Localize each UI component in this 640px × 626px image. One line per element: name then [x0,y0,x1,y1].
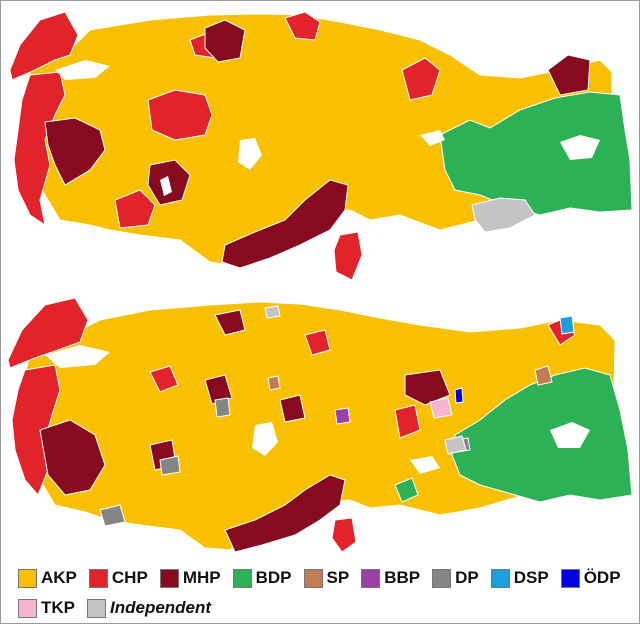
odp-region-east [454,387,464,404]
dp-region-southwest [99,504,126,527]
legend-label: Independent [110,598,212,617]
legend-label: DP [455,568,479,587]
chp-regions [7,297,576,553]
bdp-regions [394,367,633,503]
mhp-region-north-a [214,309,246,336]
chp-region-aegean-coast [13,71,66,227]
dp-region-west [159,455,181,476]
bdp-region-southeast [451,367,633,503]
chp-region-south-a [331,517,357,553]
chp-region-north-a [304,329,331,356]
mhp-region-northeast [547,54,591,96]
akp-region-main [19,301,616,551]
legend-item-bbp: BBP [361,568,420,588]
legend-swatch [88,568,108,588]
independent-regions [471,197,536,233]
legend-swatch [490,568,510,588]
legend-item-mhp: MHP [159,568,221,588]
chp-region-east-a [394,404,421,439]
legend-item-dsp: DSP [490,568,549,588]
legend-label: MHP [182,568,221,587]
chp-region-black-sea-mid [284,11,321,41]
legend-row: AKP CHP MHP BDP SP BBP DP DSP ÖDP [18,566,628,590]
marmara-sea [55,60,110,80]
independent-region [471,197,536,233]
dp-region-central [214,397,231,418]
legend-item-dp: DP [432,568,479,588]
legend-swatch [159,568,179,588]
chp-region-hatay [333,231,363,280]
mhp-region-aegean [39,419,106,496]
bdp-region-west [394,477,419,503]
dsp-region-northeast [559,315,575,335]
bdp-region-southeast [439,91,633,216]
legend-row: TKP Independent [18,596,628,620]
map-legend: AKP CHP MHP BDP SP BBP DP DSP ÖDP TKP Independent [18,566,628,626]
chp-region-thrace [9,11,79,81]
legend-item-tkp: TKP [18,598,75,618]
mhp-region-aegean [44,117,106,186]
legend-label: BBP [384,568,421,587]
lake-van [550,422,590,448]
chp-region-southwest [114,189,156,229]
dsp-regions [559,315,575,335]
legend-label: AKP [41,568,77,587]
legend-item-independent: Independent [87,598,211,618]
mhp-region-south [221,179,349,269]
mhp-region-central-a [204,374,233,405]
independent-regions [264,305,467,455]
legend-swatch [303,568,323,588]
odp-regions [454,387,464,404]
independent-region-b [264,305,281,319]
legend-label: DSP [513,568,549,587]
chp-region-east [401,57,441,101]
legend-swatch [432,568,452,588]
lakes [45,345,590,474]
akp-regions [19,301,616,551]
lake-tuz [238,138,262,170]
lake-keban [410,456,440,474]
bdp-regions [439,91,633,216]
lake-keban [420,130,445,146]
tkp-region-east [429,397,453,419]
mhp-region-north [204,19,246,63]
chp-region-central [147,89,213,141]
province-results-map [9,11,633,280]
chp-region-aegean-coast [11,364,61,496]
lake-van [560,135,600,160]
mhp-region-south [224,474,346,553]
legend-label: CHP [111,568,148,587]
chp-region-central-a [149,365,179,393]
legend-swatch [361,568,381,588]
tkp-regions [429,397,453,419]
legend-label: TKP [41,598,75,617]
legend-label: ÖDP [583,568,621,587]
sp-regions [267,365,553,391]
lake-tuz [252,422,278,456]
mhp-region-central-b [279,394,306,423]
bbp-regions [334,407,351,425]
legend-item-bdp: BDP [232,568,292,588]
legend-swatch [18,598,37,618]
legend-item-akp: AKP [18,568,77,588]
lakes [55,60,600,196]
legend-swatch [87,598,106,618]
legend-item-chp: CHP [88,568,148,588]
mhp-regions [44,19,591,269]
sp-region-central [267,375,281,391]
legend-item-sp: SP [303,568,350,588]
legend-label: BDP [255,568,292,587]
sp-region-east [534,365,553,386]
lake-egirdir [160,176,172,196]
legend-item-odp: ÖDP [560,568,621,588]
legend-swatch [232,568,252,588]
chp-region-thrace [7,297,89,369]
legend-swatch [18,568,37,588]
marmara-sea [45,345,110,368]
bbp-region-central [334,407,351,425]
legend-label: SP [326,568,350,587]
independent-region-a [444,435,467,455]
district-results-map [7,297,633,553]
legend-swatch [560,568,580,588]
